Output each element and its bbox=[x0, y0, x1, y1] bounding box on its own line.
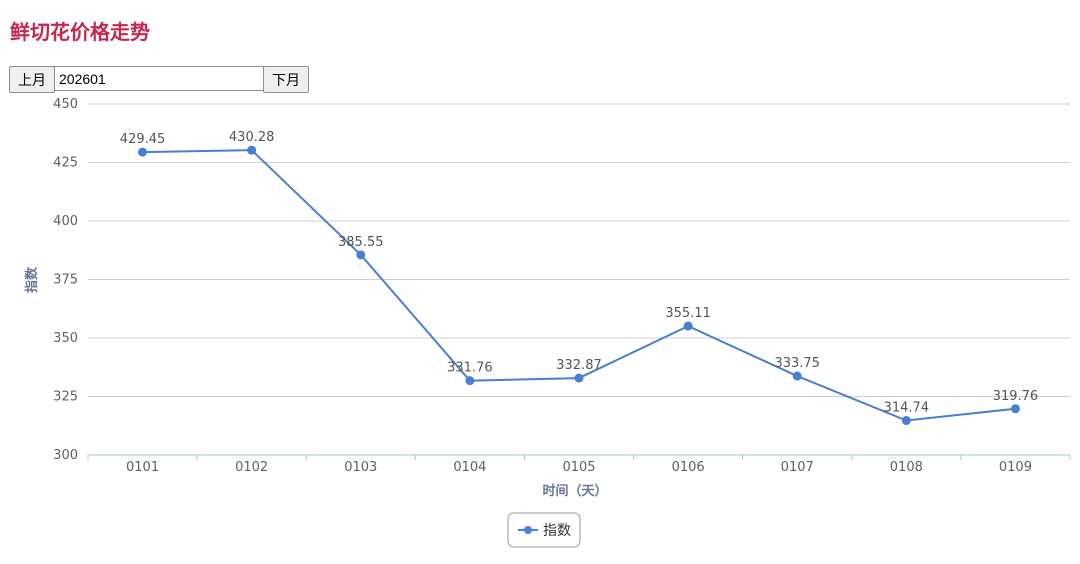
y-tick-label: 375 bbox=[53, 273, 78, 288]
x-tick-label: 0104 bbox=[453, 460, 486, 475]
legend-dot-marker bbox=[524, 526, 532, 534]
y-tick-label: 300 bbox=[53, 448, 78, 463]
data-label: 319.76 bbox=[993, 389, 1039, 404]
month-input[interactable] bbox=[54, 66, 264, 91]
data-label: 429.45 bbox=[120, 132, 166, 147]
y-tick-label: 400 bbox=[53, 214, 78, 229]
data-point[interactable] bbox=[1010, 404, 1020, 414]
data-label: 332.87 bbox=[556, 358, 602, 373]
data-label: 314.74 bbox=[884, 401, 930, 416]
data-point[interactable] bbox=[683, 321, 693, 331]
legend-item-label[interactable]: 指数 bbox=[543, 523, 571, 539]
y-axis-title: 指数 bbox=[24, 266, 40, 293]
data-point[interactable] bbox=[138, 147, 148, 157]
y-tick-label: 425 bbox=[53, 156, 78, 171]
y-tick-label: 350 bbox=[53, 331, 78, 346]
x-tick-label: 0105 bbox=[562, 460, 595, 475]
x-tick-label: 0109 bbox=[999, 460, 1032, 475]
y-tick-label: 325 bbox=[53, 390, 78, 405]
data-label: 331.76 bbox=[447, 361, 493, 376]
y-tick-label: 450 bbox=[53, 97, 78, 112]
data-point[interactable] bbox=[356, 250, 366, 260]
x-axis-title: 时间（天） bbox=[542, 483, 607, 499]
legend[interactable]: 指数 bbox=[507, 512, 581, 548]
grid-lines bbox=[88, 103, 1070, 397]
x-tick-label: 0101 bbox=[126, 460, 159, 475]
data-labels: 429.45 430.28 385.55 331.76 332.87 355.11 333.… bbox=[120, 130, 1038, 415]
x-axis: 0101 0102 0103 0104 0105 0106 0107 0108 0109 bbox=[87, 454, 1071, 475]
data-point[interactable] bbox=[574, 373, 584, 383]
data-label: 355.11 bbox=[665, 306, 711, 321]
x-tick-label: 0108 bbox=[890, 460, 923, 475]
month-navigator: 上月 下月 bbox=[9, 66, 309, 93]
legend-box bbox=[507, 512, 581, 548]
data-point[interactable] bbox=[247, 145, 257, 155]
next-month-button[interactable]: 下月 bbox=[263, 66, 309, 93]
data-point[interactable] bbox=[901, 416, 911, 426]
data-point[interactable] bbox=[792, 371, 802, 381]
data-label: 333.75 bbox=[774, 356, 820, 371]
series-layer bbox=[138, 145, 1020, 426]
y-axis: 300 325 350 375 400 425 450 bbox=[53, 97, 78, 463]
data-point[interactable] bbox=[465, 376, 475, 386]
data-label: 385.55 bbox=[338, 235, 384, 250]
data-label: 430.28 bbox=[229, 130, 275, 145]
x-tick-label: 0107 bbox=[781, 460, 814, 475]
prev-month-button[interactable]: 上月 bbox=[9, 66, 55, 93]
x-tick-label: 0103 bbox=[344, 460, 377, 475]
x-tick-label: 0102 bbox=[235, 460, 268, 475]
page-title: 鲜切花价格走势 bbox=[10, 20, 150, 44]
x-tick-label: 0106 bbox=[672, 460, 705, 475]
